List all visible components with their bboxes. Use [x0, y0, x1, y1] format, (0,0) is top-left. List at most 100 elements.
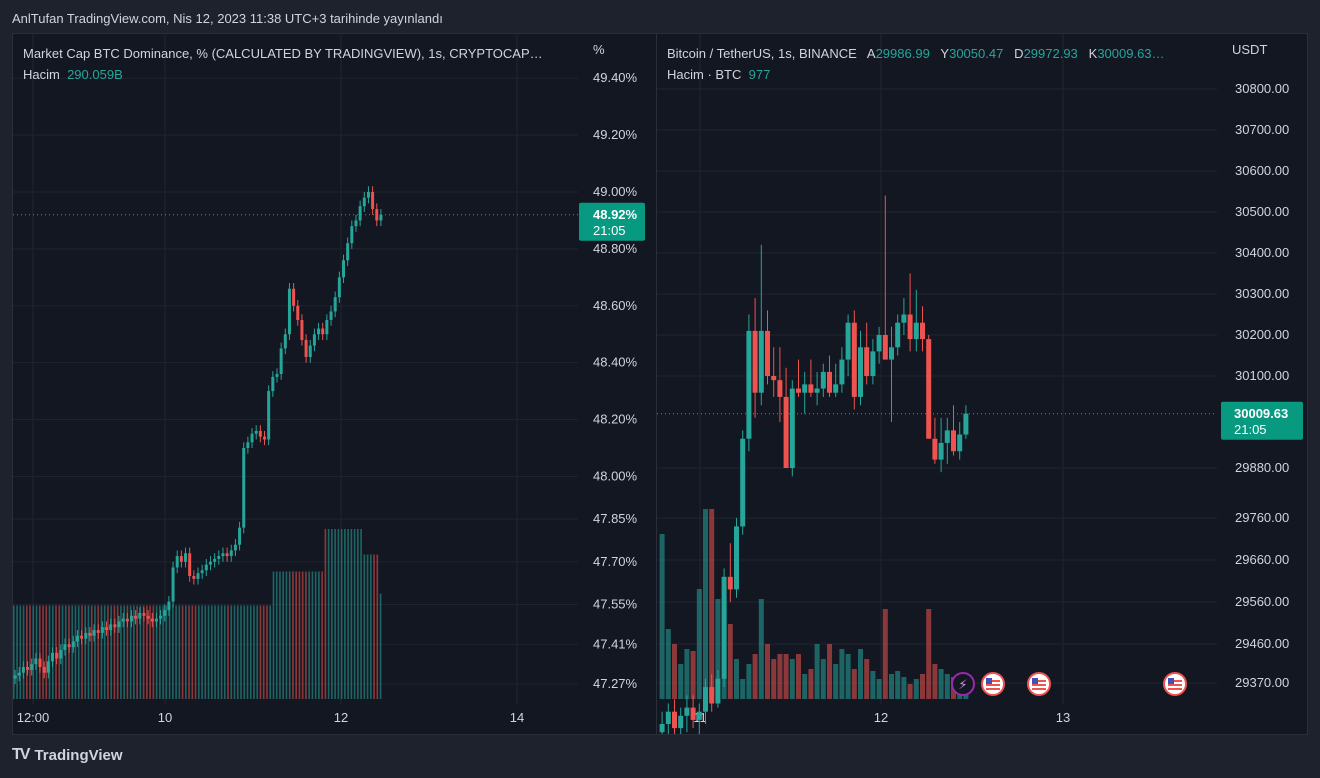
volume-bar — [814, 644, 820, 699]
candle-body — [21, 667, 25, 673]
price-tag-time: 21:05 — [593, 223, 626, 238]
dominance-chart-svg[interactable]: 49.40% 49.20% 49.00% 48.80% 48.60% 48.40% 48.2… — [13, 34, 661, 735]
btcusdt-chart-svg[interactable]: 30800.00 30700.00 30600.00 30500.00 30400.00… — [657, 34, 1308, 735]
volume-label: Hacim · BTC — [667, 67, 742, 82]
volume-bar — [84, 605, 87, 699]
price-tag-value: 30009.63 — [1234, 406, 1288, 421]
volume-bar — [97, 605, 100, 699]
volume-bar — [366, 554, 369, 699]
volume-bar — [672, 644, 677, 699]
y-tick-label: 30100.00 — [1235, 368, 1289, 383]
candle-body — [171, 567, 175, 602]
price-tag-bg — [579, 202, 645, 241]
y-unit-label: % — [593, 42, 605, 57]
candle-body — [358, 206, 362, 221]
volume-bar — [165, 605, 168, 699]
y-tick-label: 30800.00 — [1235, 81, 1289, 96]
volume-bar — [363, 554, 366, 699]
y-tick-label: 30700.00 — [1235, 122, 1289, 137]
candle-body — [258, 430, 262, 437]
candle-body — [321, 328, 325, 335]
candle-body — [833, 384, 839, 393]
candle-body — [913, 322, 919, 340]
volume-bar — [678, 664, 684, 699]
dominance-volume-legend: Hacim 290.059B — [23, 67, 123, 82]
candle-body — [740, 438, 746, 527]
candle-body — [771, 376, 777, 381]
volume-bar — [35, 605, 38, 699]
x-tick-label: 12 — [874, 710, 888, 725]
volume-bar — [129, 605, 132, 699]
candle-body — [362, 197, 366, 207]
tradingview-logo[interactable]: TV TradingView — [12, 746, 123, 764]
candle-body — [690, 707, 696, 720]
volume-bar — [796, 654, 801, 699]
volume-label: Hacim — [23, 67, 60, 82]
candle-body — [129, 615, 133, 622]
volume-bar — [690, 651, 696, 699]
candle-body — [271, 376, 275, 392]
volume-bar — [100, 605, 103, 699]
dominance-chart-pane[interactable]: 49.40% 49.20% 49.00% 48.80% 48.60% 48.40% 48.2… — [12, 33, 661, 735]
volume-bar — [344, 529, 346, 699]
btcusdt-chart-pane[interactable]: 30800.00 30700.00 30600.00 30500.00 30400.00… — [656, 33, 1308, 735]
volume-bar — [259, 605, 262, 699]
y-tick-label: 29660.00 — [1235, 552, 1289, 567]
y-tick-label: 29370.00 — [1235, 675, 1289, 690]
candle-body — [167, 601, 171, 611]
flag-stripe — [986, 680, 1000, 682]
volume-bar — [370, 554, 372, 699]
candle-body — [808, 384, 814, 393]
volume-bar — [178, 605, 181, 699]
candle-body — [67, 644, 71, 648]
volume-bar — [55, 605, 57, 699]
y-tick-label: 29560.00 — [1235, 594, 1289, 609]
volume-bar — [243, 605, 246, 699]
candle-body — [703, 687, 708, 712]
candle-body — [42, 667, 46, 673]
volume-bar — [74, 605, 77, 699]
volume-bar — [42, 605, 44, 699]
high-value: 30050.47 — [949, 46, 1004, 61]
candle-body — [34, 658, 38, 665]
candle-body — [229, 550, 233, 557]
candle-body — [292, 288, 296, 306]
candle-body — [246, 442, 250, 448]
volume-bar — [901, 677, 907, 699]
lightning-glyph: ⚡ — [958, 678, 967, 693]
candle-body — [109, 624, 113, 631]
y-tick-label: 48.40% — [593, 355, 638, 370]
candle-body — [13, 675, 17, 679]
candle-body — [337, 277, 341, 298]
candle-body — [789, 388, 795, 468]
volume-bar — [311, 571, 314, 699]
candle-body — [71, 641, 75, 648]
candle-body — [75, 635, 79, 642]
volume-bar — [223, 605, 226, 699]
candle-body — [80, 635, 84, 639]
volume-bar — [77, 605, 80, 699]
candle-body — [105, 627, 109, 631]
candle-body — [242, 448, 246, 528]
high-label: Y — [940, 46, 950, 61]
y-tick-label: 47.27% — [593, 676, 638, 691]
y-tick-label: 49.40% — [593, 70, 638, 85]
publish-info: AnlTufan TradingView.com, Nis 12, 2023 1… — [12, 11, 443, 26]
candle-body — [957, 434, 963, 452]
flag-stripe — [1168, 684, 1182, 686]
candle-body — [851, 322, 857, 397]
symbol-title: Bitcoin / TetherUS, 1s, BINANCE — [667, 46, 857, 61]
volume-bar — [285, 571, 288, 699]
volume-bar — [48, 605, 51, 699]
y-tick-label: 47.85% — [593, 511, 638, 526]
volume-bar — [783, 654, 789, 699]
volume-bar — [789, 659, 795, 699]
candle-body — [175, 556, 179, 568]
volume-bar — [321, 571, 323, 699]
y-tick-label: 48.20% — [593, 412, 638, 427]
candle-body — [88, 632, 92, 636]
volume-bar — [272, 571, 275, 699]
volume-bar — [740, 679, 746, 699]
candle-body — [26, 667, 30, 670]
candle-body — [96, 630, 100, 633]
